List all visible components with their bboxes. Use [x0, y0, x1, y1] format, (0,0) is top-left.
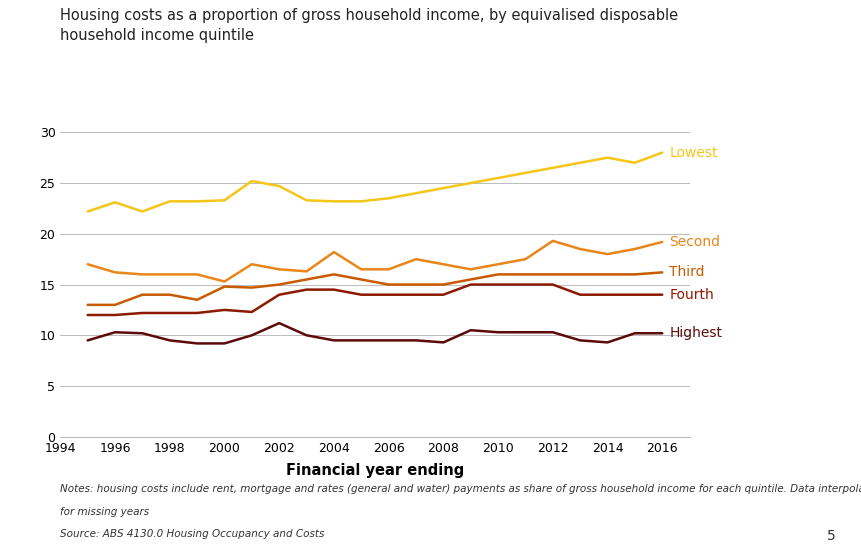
Text: Third: Third — [668, 265, 704, 279]
Text: 5: 5 — [827, 529, 835, 543]
Text: Source: ABS 4130.0 Housing Occupancy and Costs: Source: ABS 4130.0 Housing Occupancy and… — [60, 529, 325, 539]
X-axis label: Financial year ending: Financial year ending — [286, 463, 463, 478]
Text: Housing costs as a proportion of gross household income, by equivalised disposab: Housing costs as a proportion of gross h… — [60, 8, 678, 43]
Text: Lowest: Lowest — [668, 146, 717, 160]
Text: Second: Second — [668, 235, 719, 249]
Text: Fourth: Fourth — [668, 288, 713, 302]
Text: for missing years: for missing years — [60, 507, 149, 517]
Text: Notes: housing costs include rent, mortgage and rates (general and water) paymen: Notes: housing costs include rent, mortg… — [60, 484, 861, 494]
Text: Highest: Highest — [668, 326, 722, 340]
